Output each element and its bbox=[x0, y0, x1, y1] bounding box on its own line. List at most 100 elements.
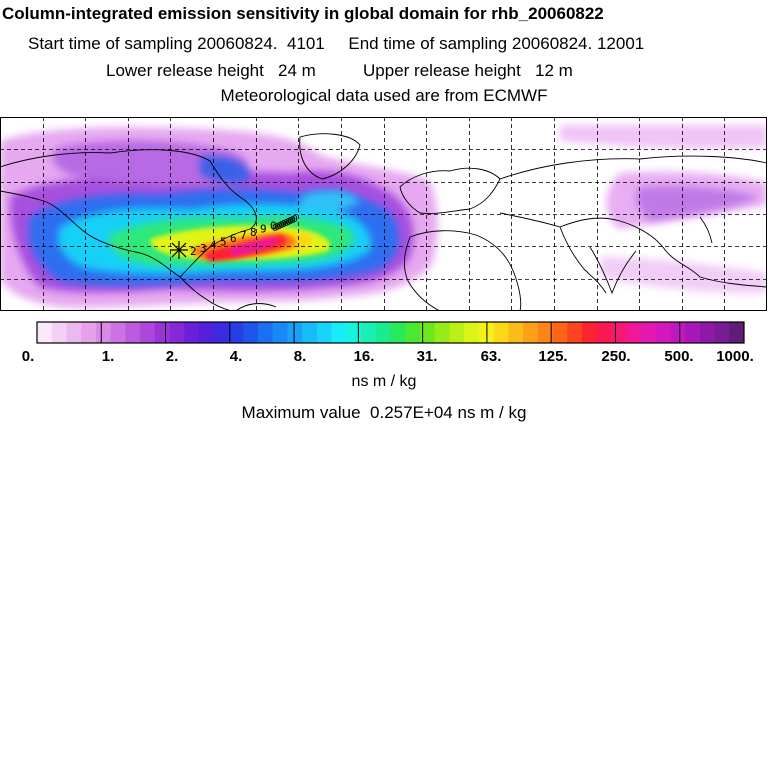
colorbar-tick-labels: 0. 1. 2. 4. 8. 16. 31. 63. 125. 250. 500. 1000. bbox=[22, 348, 754, 365]
colorbar-cell bbox=[640, 322, 657, 343]
colorbar-cell bbox=[154, 322, 170, 343]
colorbar-cell bbox=[375, 322, 391, 343]
colorbar-cell bbox=[81, 322, 97, 343]
colorbar-cell bbox=[508, 322, 524, 343]
colorbar-cell bbox=[581, 322, 598, 343]
trajectory-marker: 0 bbox=[274, 222, 280, 233]
colorbar-cell bbox=[390, 322, 406, 343]
sampling-time-line: Start time of sampling 20060824. 4101 En… bbox=[28, 34, 768, 54]
trajectory-marker: 0 bbox=[272, 223, 278, 234]
trajectory-marker: 0 bbox=[287, 216, 293, 227]
greenland-outline bbox=[299, 133, 361, 180]
colorbar: 0. 1. 2. 4. 8. 16. 31. 63. 125. 250. 500. 1000. bbox=[22, 321, 754, 365]
release-height-line: Lower release height 24 m Upper release … bbox=[106, 61, 768, 81]
lower-height-label: Lower release height bbox=[106, 61, 264, 80]
maximum-value: 0.257E+04 bbox=[370, 403, 453, 422]
colorbar-cell bbox=[66, 322, 82, 343]
colorbar-cell bbox=[596, 322, 612, 343]
colorbar-tick-label: 4. bbox=[230, 348, 243, 365]
central-america-outline bbox=[179, 276, 233, 311]
colorbar-cell bbox=[169, 322, 185, 343]
trajectory-marker: 0 bbox=[290, 215, 296, 226]
trajectory-label: 5 bbox=[220, 235, 227, 248]
colorbar-cell bbox=[611, 322, 627, 343]
plume-layer-red bbox=[205, 235, 287, 261]
colorbar-cell bbox=[537, 322, 553, 343]
colorbar-cell bbox=[110, 322, 126, 343]
star-icon bbox=[170, 241, 188, 259]
colorbar-tick-label: 16. bbox=[354, 348, 375, 365]
end-time-value: 20060824. 12001 bbox=[511, 34, 645, 53]
trajectory-label: 4 bbox=[210, 239, 217, 252]
colorbar-cell bbox=[685, 322, 701, 343]
colorbar-cell bbox=[199, 322, 215, 343]
colorbar-cell bbox=[37, 322, 53, 343]
colorbar-tick-label: 2. bbox=[166, 348, 179, 365]
colorbar-units: ns m / kg bbox=[351, 373, 417, 390]
colorbar-cell bbox=[729, 322, 745, 343]
trajectory-marker: 0 bbox=[279, 220, 285, 231]
trajectory-label: 8 bbox=[250, 226, 257, 239]
colorbar-tick-label: 125. bbox=[538, 348, 567, 365]
upper-height-value: 12 m bbox=[535, 61, 573, 80]
south-america-outline bbox=[235, 303, 277, 311]
colorbar-cell bbox=[228, 322, 244, 343]
colorbar-tick-label: 250. bbox=[601, 348, 630, 365]
colorbar-cell bbox=[140, 322, 156, 343]
trajectory-label: 9 bbox=[260, 223, 267, 236]
upper-height-label: Upper release height bbox=[363, 61, 521, 80]
trajectory-label: 7 bbox=[240, 229, 247, 242]
colorbar-tick-label: 500. bbox=[664, 348, 693, 365]
colorbar-cell bbox=[51, 322, 67, 343]
trajectory-label: 3 bbox=[200, 242, 207, 255]
colorbar-cell bbox=[405, 322, 421, 343]
colorbar-cell bbox=[302, 322, 318, 343]
colorbar-cell bbox=[419, 322, 436, 343]
colorbar-cell bbox=[346, 322, 362, 343]
colorbar-cell bbox=[655, 322, 671, 343]
colorbar-cell bbox=[213, 322, 229, 343]
trajectory-marker: 0 bbox=[292, 214, 298, 225]
colorbar-cell bbox=[626, 322, 642, 343]
lower-height-value: 24 m bbox=[278, 61, 316, 80]
met-data-line: Meteorological data used are from ECMWF bbox=[220, 86, 548, 105]
maximum-value-label: Maximum value bbox=[241, 403, 361, 422]
japan-outline bbox=[699, 216, 713, 244]
colorbar-cell bbox=[243, 322, 259, 343]
colorbar-cell bbox=[287, 322, 303, 343]
colorbar-cell bbox=[552, 322, 568, 343]
colorbar-cell bbox=[361, 322, 377, 343]
maximum-value-units: ns m / kg bbox=[457, 403, 527, 422]
colorbar-frame bbox=[36, 321, 745, 344]
colorbar-cell bbox=[95, 322, 112, 343]
map-title: Column-integrated emission sensitivity i… bbox=[2, 4, 604, 23]
colorbar-tick-label: 0. bbox=[22, 348, 35, 365]
trajectory-label: 6 bbox=[230, 232, 237, 245]
colorbar-cells bbox=[36, 321, 745, 344]
end-time-label: End time of sampling bbox=[348, 34, 508, 53]
colorbar-cell bbox=[257, 322, 274, 343]
trajectory-label: 2 bbox=[190, 245, 197, 258]
trajectory-marker: 0 bbox=[283, 218, 289, 229]
europe-outline bbox=[399, 167, 501, 214]
colorbar-cell bbox=[272, 322, 288, 343]
start-time-label: Start time of sampling bbox=[28, 34, 193, 53]
trajectory-marker: 0 bbox=[281, 219, 287, 230]
colorbar-cell bbox=[184, 322, 200, 343]
colorbar-cell bbox=[670, 322, 686, 343]
colorbar-tick-label: 1. bbox=[102, 348, 115, 365]
colorbar-cell bbox=[125, 322, 141, 343]
colorbar-cell bbox=[699, 322, 715, 343]
trajectory-marker: 0 bbox=[285, 217, 291, 228]
maximum-value-line: Maximum value 0.257E+04 ns m / kg bbox=[0, 403, 768, 423]
map-frame bbox=[0, 117, 767, 311]
start-time-value: 20060824. 4101 bbox=[197, 34, 325, 53]
trajectory-marker: 0 bbox=[276, 221, 282, 232]
colorbar-tick-label: 31. bbox=[417, 348, 438, 365]
africa-outline bbox=[403, 230, 522, 311]
colorbar-tick-label: 63. bbox=[481, 348, 502, 365]
colorbar-cell bbox=[449, 322, 465, 343]
colorbar-cell bbox=[331, 322, 347, 343]
colorbar-cell bbox=[464, 322, 480, 343]
